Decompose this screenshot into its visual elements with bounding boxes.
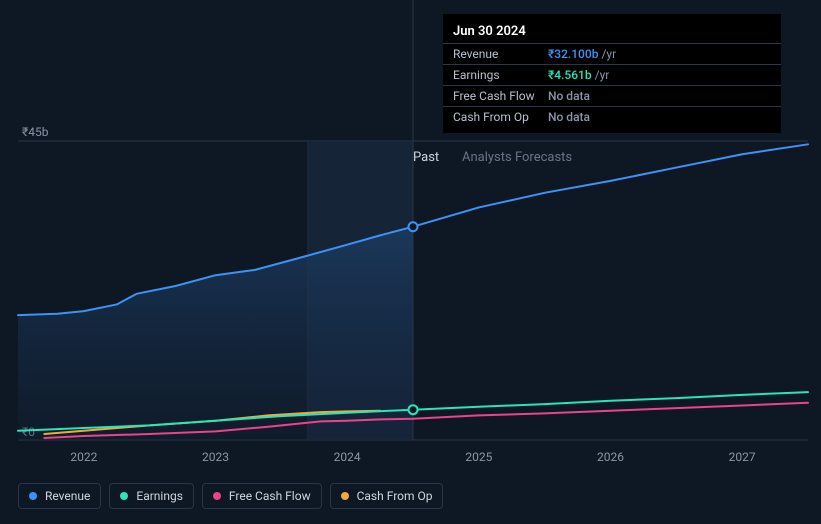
x-tick: 2024 (334, 450, 361, 464)
x-tick: 2022 (70, 450, 97, 464)
tooltip-row: Free Cash FlowNo data (443, 85, 781, 106)
tooltip-row-label: Cash From Op (453, 109, 548, 125)
x-tick: 2025 (465, 450, 492, 464)
tooltip-row: Earnings₹4.561b/yr (443, 64, 781, 85)
legend-swatch (29, 492, 37, 500)
tooltip-row: Revenue₹32.100b/yr (443, 43, 781, 64)
tooltip-row-label: Earnings (453, 67, 548, 83)
tooltip-date: Jun 30 2024 (443, 22, 781, 43)
legend-item-fcf[interactable]: Free Cash Flow (202, 483, 322, 509)
legend-label: Free Cash Flow (229, 489, 311, 503)
earnings-marker (409, 405, 418, 414)
revenue-marker (409, 222, 418, 231)
tooltip-row-unit: /yr (595, 67, 610, 83)
legend-label: Earnings (136, 489, 183, 503)
legend-swatch (341, 492, 349, 500)
legend: Revenue Earnings Free Cash Flow Cash From O… (18, 483, 443, 509)
legend-swatch (213, 492, 221, 500)
plot-svg (18, 141, 808, 440)
financial-forecast-chart: Jun 30 2024 Revenue₹32.100b/yrEarnings₹4… (0, 0, 821, 524)
x-tick: 2027 (729, 450, 756, 464)
tooltip-row-label: Free Cash Flow (453, 88, 548, 104)
plot-area[interactable] (18, 141, 808, 440)
x-tick: 2023 (202, 450, 229, 464)
x-tick: 2026 (597, 450, 624, 464)
tooltip-row-value: ₹32.100b (548, 46, 598, 62)
chart-tooltip: Jun 30 2024 Revenue₹32.100b/yrEarnings₹4… (443, 14, 781, 133)
tooltip-row-value: No data (548, 88, 590, 104)
tooltip-row-label: Revenue (453, 46, 548, 62)
y-axis-max-label: ₹45b (22, 125, 48, 139)
tooltip-row-value: ₹4.561b (548, 67, 592, 83)
tooltip-row: Cash From OpNo data (443, 106, 781, 127)
legend-label: Revenue (45, 489, 90, 503)
legend-item-cfo[interactable]: Cash From Op (330, 483, 444, 509)
tooltip-row-unit: /yr (601, 46, 616, 62)
legend-item-revenue[interactable]: Revenue (18, 483, 101, 509)
tooltip-row-value: No data (548, 109, 590, 125)
legend-label: Cash From Op (357, 489, 433, 503)
legend-item-earnings[interactable]: Earnings (109, 483, 194, 509)
legend-swatch (120, 492, 128, 500)
x-axis: 2022 2023 2024 2025 2026 2027 (18, 450, 808, 468)
